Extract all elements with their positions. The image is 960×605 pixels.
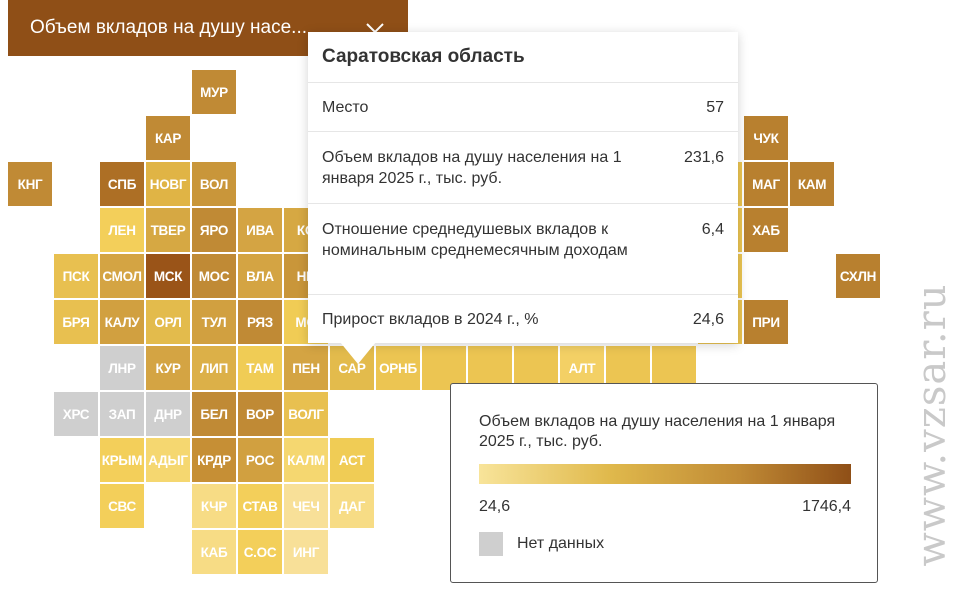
legend-gradient-bar — [479, 464, 851, 484]
region-tile-44[interactable]: АДЫГ — [146, 438, 190, 482]
row-label: Отношение среднедушевых вкладов к номина… — [322, 221, 628, 259]
region-tile-55[interactable]: С.ОС — [238, 530, 282, 574]
region-tile[interactable] — [606, 346, 650, 390]
region-tile-11[interactable]: ЯРО — [192, 208, 236, 252]
region-tile-12[interactable]: ИВА — [238, 208, 282, 252]
region-tile[interactable] — [468, 346, 512, 390]
region-tile-35[interactable]: ОРНБ — [376, 346, 420, 390]
region-tile[interactable] — [514, 346, 558, 390]
region-tile-18[interactable]: МОС — [192, 254, 236, 298]
tooltip-pointer — [340, 342, 376, 364]
region-tile-25[interactable]: ТУЛ — [192, 300, 236, 344]
legend-min: 24,6 — [479, 498, 511, 515]
legend-title: Объем вкладов на душу населения на 1 янв… — [479, 413, 836, 450]
region-tile-0[interactable]: МУР — [192, 70, 236, 114]
region-tile-38[interactable]: ЗАП — [100, 392, 144, 436]
region-tile-30[interactable]: КУР — [146, 346, 190, 390]
region-tile-47[interactable]: КАЛМ — [284, 438, 328, 482]
region-tile-2[interactable]: ЧУК — [744, 116, 788, 160]
region-tile[interactable] — [652, 346, 696, 390]
region-tile-33[interactable]: ПЕН — [284, 346, 328, 390]
row-label: Прирост вкладов в 2024 г., % — [322, 310, 539, 328]
region-tile-50[interactable]: КЧР — [192, 484, 236, 528]
region-tile-9[interactable]: ЛЕН — [100, 208, 144, 252]
region-tile-23[interactable]: КАЛУ — [100, 300, 144, 344]
region-tile-49[interactable]: СВС — [100, 484, 144, 528]
legend-max: 1746,4 — [802, 498, 851, 515]
region-tile-21[interactable]: СХЛН — [836, 254, 880, 298]
region-tile-17[interactable]: МСК — [146, 254, 190, 298]
region-tile-39[interactable]: ДНР — [146, 392, 190, 436]
legend: Объем вкладов на душу населения на 1 янв… — [450, 383, 878, 583]
region-tile-41[interactable]: ВОР — [238, 392, 282, 436]
region-tile-42[interactable]: ВОЛГ — [284, 392, 328, 436]
region-tile-6[interactable]: ВОЛ — [192, 162, 236, 206]
tooltip-row-growth: Прирост вкладов в 2024 г., % 24,6 — [308, 295, 738, 343]
region-tile-51[interactable]: СТАВ — [238, 484, 282, 528]
row-value: 6,4 — [701, 221, 724, 238]
no-data-swatch — [479, 532, 503, 556]
tooltip-row-rank: Место 57 — [308, 83, 738, 132]
region-tile-37[interactable]: ХРС — [54, 392, 98, 436]
indicator-select-label: Объем вкладов на душу насе... — [30, 17, 308, 38]
region-tile-4[interactable]: СПБ — [100, 162, 144, 206]
tooltip-row-ratio: Отношение среднедушевых вкладов к номина… — [308, 204, 738, 295]
region-tile-1[interactable]: КАР — [146, 116, 190, 160]
region-tile-56[interactable]: ИНГ — [284, 530, 328, 574]
region-tile-22[interactable]: БРЯ — [54, 300, 98, 344]
region-tooltip: Саратовская область Место 57 Объем вклад… — [308, 32, 738, 343]
region-tile-10[interactable]: ТВЕР — [146, 208, 190, 252]
region-tile-43[interactable]: КРЫМ — [100, 438, 144, 482]
tooltip-row-deposits: Объем вкладов на душу населения на 1 янв… — [308, 132, 738, 204]
watermark: www.vzsar.ru — [909, 283, 955, 567]
region-tile-48[interactable]: АСТ — [330, 438, 374, 482]
row-label: Объем вкладов на душу населения на 1 янв… — [322, 149, 622, 187]
row-label: Место — [322, 98, 369, 116]
region-tile-19[interactable]: ВЛА — [238, 254, 282, 298]
region-tile[interactable] — [422, 346, 466, 390]
region-tile-29[interactable]: ЛНР — [100, 346, 144, 390]
region-tile-14[interactable]: ХАБ — [744, 208, 788, 252]
tooltip-title: Саратовская область — [308, 32, 738, 83]
region-tile-16[interactable]: СМОЛ — [100, 254, 144, 298]
region-tile-54[interactable]: КАБ — [192, 530, 236, 574]
region-tile-31[interactable]: ЛИП — [192, 346, 236, 390]
region-tile-15[interactable]: ПСК — [54, 254, 98, 298]
region-tile-3[interactable]: КНГ — [8, 162, 52, 206]
region-tile-53[interactable]: ДАГ — [330, 484, 374, 528]
region-tile-5[interactable]: НОВГ — [146, 162, 190, 206]
region-tile-7[interactable]: МАГ — [744, 162, 788, 206]
region-tile-32[interactable]: ТАМ — [238, 346, 282, 390]
region-tile-28[interactable]: ПРИ — [744, 300, 788, 344]
region-tile-45[interactable]: КРДР — [192, 438, 236, 482]
region-tile-46[interactable]: РОС — [238, 438, 282, 482]
region-tile-52[interactable]: ЧЕЧ — [284, 484, 328, 528]
region-tile-24[interactable]: ОРЛ — [146, 300, 190, 344]
row-value: 231,6 — [683, 149, 724, 166]
region-tile-26[interactable]: РЯЗ — [238, 300, 282, 344]
region-tile-8[interactable]: КАМ — [790, 162, 834, 206]
row-value: 57 — [706, 98, 724, 116]
region-tile-40[interactable]: БЕЛ — [192, 392, 236, 436]
no-data-label: Нет данных — [517, 535, 605, 552]
row-value: 24,6 — [692, 310, 724, 328]
region-tile-36[interactable]: АЛТ — [560, 346, 604, 390]
